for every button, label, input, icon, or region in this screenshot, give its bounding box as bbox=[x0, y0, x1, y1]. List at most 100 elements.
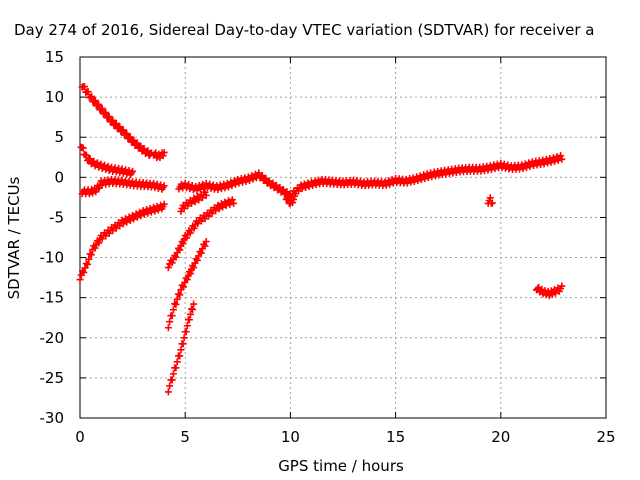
data-point bbox=[102, 108, 110, 116]
y-tick-label: 15 bbox=[45, 48, 64, 66]
y-tick-label: -20 bbox=[40, 329, 65, 347]
data-point bbox=[201, 188, 209, 196]
data-point bbox=[190, 224, 198, 232]
data-point bbox=[91, 244, 99, 252]
x-tick-labels: 0 5 10 15 20 25 bbox=[75, 428, 615, 446]
data-point bbox=[257, 173, 265, 181]
data-point bbox=[98, 104, 106, 112]
data-point bbox=[95, 184, 103, 192]
data-point bbox=[228, 196, 236, 204]
data-point bbox=[486, 194, 494, 202]
series-track-e bbox=[175, 152, 566, 201]
data-point bbox=[291, 192, 299, 200]
series-track-f bbox=[282, 192, 299, 208]
x-tick-label: 25 bbox=[596, 428, 615, 446]
data-point bbox=[557, 152, 565, 160]
series-track-k bbox=[164, 238, 210, 332]
data-point bbox=[290, 195, 298, 203]
data-point bbox=[82, 260, 90, 268]
data-point bbox=[186, 310, 194, 318]
data-point bbox=[160, 182, 168, 190]
data-point bbox=[81, 264, 89, 272]
data-point bbox=[190, 264, 198, 272]
data-point bbox=[129, 167, 137, 175]
data-point bbox=[164, 264, 172, 272]
data-point bbox=[166, 382, 174, 390]
axis-ticks bbox=[79, 56, 607, 419]
data-point bbox=[126, 133, 134, 141]
data-point bbox=[190, 300, 198, 308]
data-point bbox=[179, 240, 187, 248]
data-point bbox=[183, 322, 191, 330]
series-track-j bbox=[177, 188, 210, 215]
y-tick-label: 5 bbox=[54, 128, 64, 146]
y-tick-label: -15 bbox=[40, 289, 65, 307]
data-point bbox=[129, 137, 137, 145]
x-axis-label: GPS time / hours bbox=[278, 457, 404, 475]
data-point bbox=[202, 238, 210, 246]
data-point bbox=[172, 253, 180, 261]
data-point bbox=[289, 199, 297, 207]
data-point bbox=[108, 117, 116, 125]
data-point bbox=[109, 116, 117, 124]
series-track-m bbox=[533, 282, 566, 300]
data-point bbox=[133, 139, 141, 147]
data-point bbox=[177, 346, 185, 354]
data-point bbox=[132, 140, 140, 148]
data-point bbox=[168, 259, 176, 267]
data-point bbox=[88, 92, 96, 100]
data-point bbox=[169, 370, 177, 378]
x-tick-label: 5 bbox=[180, 428, 190, 446]
data-point bbox=[95, 239, 103, 247]
series-track-g bbox=[484, 194, 496, 207]
y-tick-label: -10 bbox=[40, 249, 65, 267]
data-point bbox=[173, 358, 181, 366]
data-point bbox=[82, 151, 90, 159]
data-point bbox=[123, 129, 131, 137]
series-track-i bbox=[164, 196, 238, 272]
data-point bbox=[105, 112, 113, 120]
gridlines bbox=[80, 57, 606, 418]
data-point bbox=[201, 242, 209, 250]
plot-frame bbox=[79, 56, 607, 419]
x-tick-label: 0 bbox=[75, 428, 85, 446]
data-point bbox=[182, 234, 190, 242]
data-point bbox=[169, 306, 177, 314]
y-tick-label: -5 bbox=[49, 208, 64, 226]
y-tick-labels: 15 10 5 0 -5 -10 -15 -20 -25 -30 bbox=[40, 48, 65, 427]
series-track-a bbox=[78, 83, 156, 160]
series-track-b bbox=[150, 148, 168, 162]
series-track-h bbox=[76, 200, 168, 284]
data-point bbox=[558, 155, 566, 163]
data-point bbox=[186, 229, 194, 237]
data-point bbox=[95, 100, 103, 108]
data-point bbox=[116, 123, 124, 131]
data-point bbox=[179, 340, 187, 348]
data-point bbox=[230, 199, 238, 207]
data-point bbox=[173, 295, 181, 303]
data-point bbox=[172, 300, 180, 308]
data-point bbox=[85, 156, 93, 164]
x-tick-label: 15 bbox=[386, 428, 405, 446]
data-point bbox=[258, 172, 266, 180]
y-tick-label: 10 bbox=[45, 88, 64, 106]
data-point bbox=[137, 142, 145, 150]
data-point bbox=[84, 260, 92, 268]
data-point bbox=[79, 144, 87, 152]
data-point bbox=[180, 283, 188, 291]
data-point bbox=[172, 364, 180, 372]
data-point bbox=[261, 175, 269, 183]
data-point bbox=[119, 126, 127, 134]
data-point bbox=[80, 268, 88, 276]
data-point bbox=[182, 328, 190, 336]
data-point bbox=[168, 376, 176, 384]
data-point bbox=[125, 134, 133, 142]
y-tick-label: -25 bbox=[40, 369, 65, 387]
series-track-d bbox=[78, 175, 168, 198]
data-point bbox=[166, 318, 174, 326]
data-point bbox=[111, 120, 119, 128]
data-point bbox=[180, 334, 188, 342]
data-point bbox=[176, 291, 184, 299]
data-point bbox=[159, 152, 167, 160]
data-point bbox=[81, 83, 89, 91]
